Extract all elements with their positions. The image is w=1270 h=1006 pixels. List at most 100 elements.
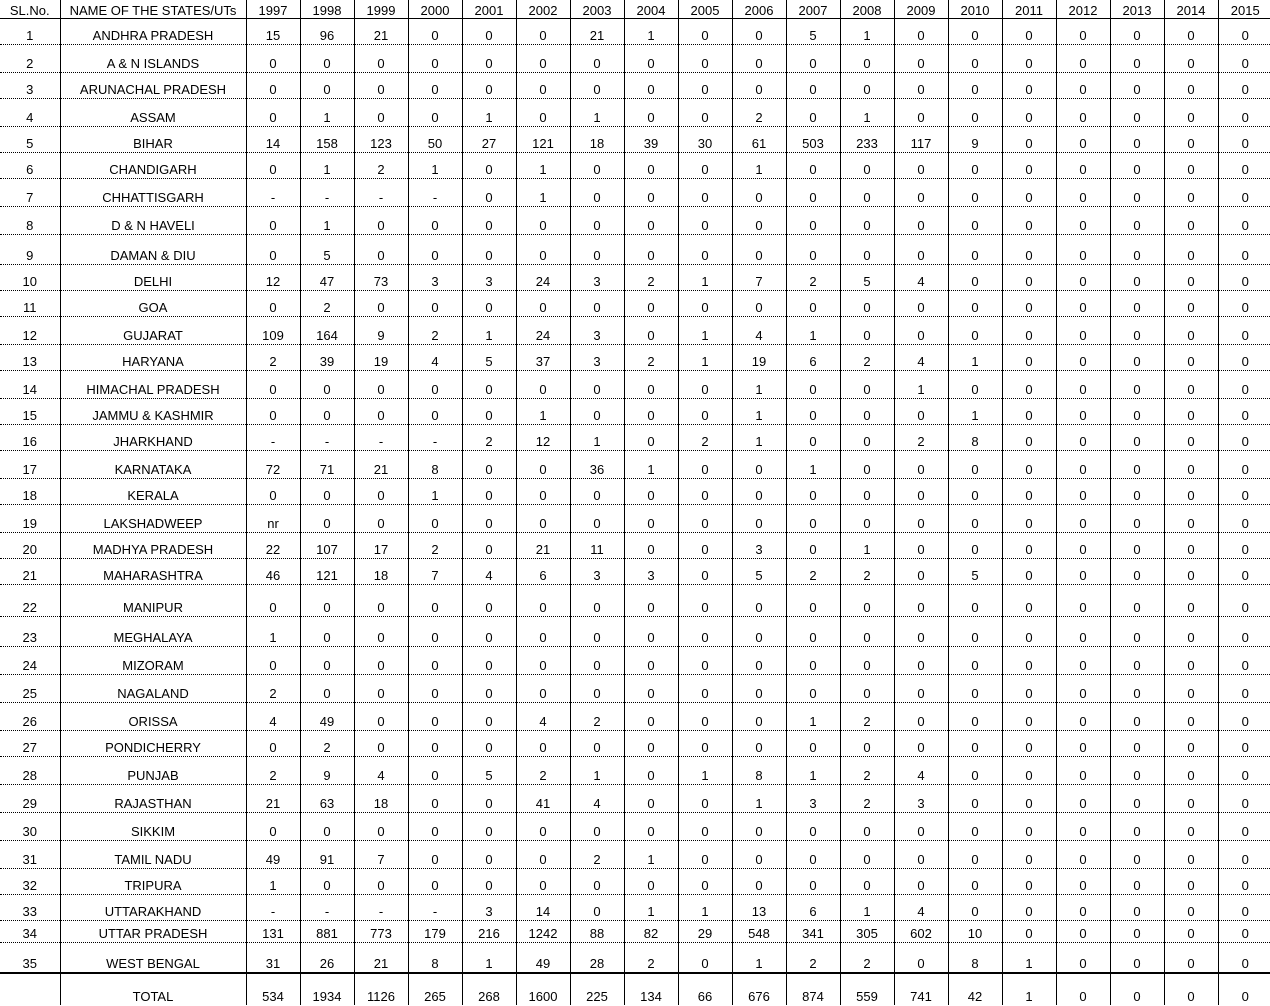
- value-cell: 0: [1164, 478, 1219, 505]
- value-cell: 0: [732, 702, 787, 731]
- value-cell: 6: [516, 558, 571, 585]
- value-cell: 0: [894, 450, 949, 479]
- value-cell: 0: [732, 44, 787, 73]
- value-cell: 3: [894, 784, 949, 813]
- value-cell: -: [300, 178, 355, 207]
- value-cell: 0: [1110, 316, 1165, 345]
- value-cell: 0: [462, 44, 517, 73]
- table-body: 1 ANDHRA PRADESH 15 96 21 0 0 0 21 1 0 0 5 1 0 0 0 0 0 0 0 2 A…: [0, 18, 1270, 1005]
- value-cell: 0: [570, 178, 625, 207]
- serial-number-cell: 24: [0, 646, 60, 675]
- value-cell: 0: [462, 868, 517, 895]
- value-cell: 0: [894, 942, 949, 974]
- value-cell: -: [408, 894, 463, 921]
- table-row: 16 JHARKHAND - - - -2 12 1 0 2 1 0 0 2 8 0 0 0 0 0: [0, 424, 1270, 451]
- value-cell: 0: [678, 478, 733, 505]
- value-cell: 0: [894, 316, 949, 345]
- value-cell: 0: [462, 812, 517, 841]
- value-cell: 0: [354, 504, 409, 533]
- state-name-cell: TRIPURA: [59, 868, 247, 895]
- table-row: 30 SIKKIM 0 0 0 0 0 0 0 0 0 0 0 0 0 0 0 0 0 0 0: [0, 812, 1270, 841]
- value-cell: 0: [1110, 868, 1165, 895]
- value-cell: 874: [786, 972, 841, 1005]
- serial-number-cell: 19: [0, 504, 60, 533]
- value-cell: 0: [1110, 290, 1165, 317]
- serial-number-cell: 14: [0, 370, 60, 399]
- value-cell: 0: [570, 504, 625, 533]
- value-cell: 1: [624, 18, 679, 45]
- value-cell: 0: [1164, 894, 1219, 921]
- value-cell: 0: [1002, 616, 1057, 647]
- value-cell: 96: [300, 18, 355, 45]
- state-name-cell: MANIPUR: [59, 584, 247, 617]
- value-cell: 0: [300, 478, 355, 505]
- value-cell: 0: [894, 702, 949, 731]
- value-cell: 1: [300, 152, 355, 179]
- value-cell: 30: [678, 126, 733, 153]
- value-cell: 0: [624, 812, 679, 841]
- value-cell: 0: [1056, 126, 1111, 153]
- value-cell: 2: [840, 756, 895, 785]
- value-cell: 0: [624, 584, 679, 617]
- value-cell: -: [354, 178, 409, 207]
- value-cell: 2: [624, 942, 679, 974]
- value-cell: 0: [1002, 674, 1057, 703]
- column-header-year: 2007: [786, 0, 841, 19]
- value-cell: 2: [894, 424, 949, 451]
- value-cell: 548: [732, 920, 787, 943]
- value-cell: 3: [570, 264, 625, 291]
- value-cell: 21: [570, 18, 625, 45]
- value-cell: 7: [408, 558, 463, 585]
- value-cell: 0: [1002, 532, 1057, 559]
- value-cell: 14: [516, 894, 571, 921]
- value-cell: 0: [1164, 784, 1219, 813]
- value-cell: 0: [1110, 558, 1165, 585]
- value-cell: 0: [462, 532, 517, 559]
- value-cell: 3: [570, 344, 625, 371]
- value-cell: 0: [1218, 558, 1270, 585]
- value-cell: -: [246, 894, 301, 921]
- value-cell: 1: [786, 316, 841, 345]
- value-cell: 0: [354, 584, 409, 617]
- value-cell: 0: [1218, 126, 1270, 153]
- value-cell: 0: [1002, 812, 1057, 841]
- value-cell: 2: [624, 264, 679, 291]
- value-cell: 0: [1110, 756, 1165, 785]
- value-cell: 0: [1110, 44, 1165, 73]
- value-cell: 0: [624, 616, 679, 647]
- value-cell: 0: [408, 584, 463, 617]
- serial-number-cell: 10: [0, 264, 60, 291]
- value-cell: 0: [408, 674, 463, 703]
- value-cell: 4: [732, 316, 787, 345]
- value-cell: 0: [1164, 98, 1219, 127]
- value-cell: 0: [624, 152, 679, 179]
- value-cell: 0: [786, 424, 841, 451]
- column-header-year: 2011: [1002, 0, 1057, 19]
- value-cell: 2: [354, 152, 409, 179]
- value-cell: 0: [516, 72, 571, 99]
- state-name-cell: TOTAL: [59, 972, 247, 1005]
- value-cell: 0: [246, 152, 301, 179]
- value-cell: 0: [1056, 972, 1111, 1005]
- value-cell: 0: [840, 584, 895, 617]
- value-cell: 0: [624, 206, 679, 235]
- value-cell: 0: [408, 784, 463, 813]
- value-cell: 741: [894, 972, 949, 1005]
- state-name-cell: DAMAN & DIU: [59, 234, 247, 265]
- value-cell: 0: [1002, 370, 1057, 399]
- value-cell: 0: [948, 504, 1003, 533]
- state-name-cell: SIKKIM: [59, 812, 247, 841]
- value-cell: 0: [408, 730, 463, 757]
- value-cell: 8: [948, 424, 1003, 451]
- state-name-cell: PONDICHERRY: [59, 730, 247, 757]
- value-cell: 3: [462, 894, 517, 921]
- value-cell: 0: [1056, 532, 1111, 559]
- value-cell: 0: [1056, 316, 1111, 345]
- value-cell: 0: [246, 478, 301, 505]
- serial-number-cell: 35: [0, 942, 60, 974]
- value-cell: 0: [300, 674, 355, 703]
- value-cell: 0: [948, 264, 1003, 291]
- value-cell: 0: [624, 730, 679, 757]
